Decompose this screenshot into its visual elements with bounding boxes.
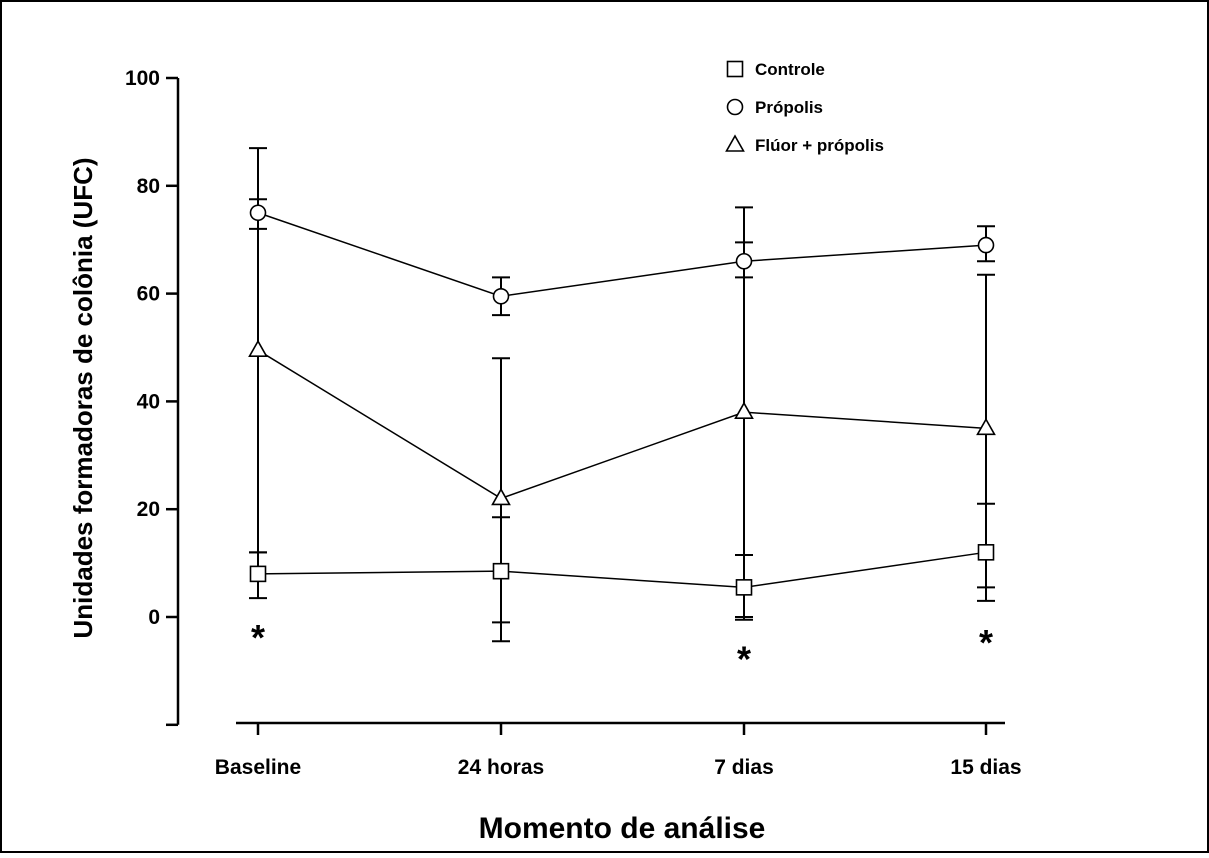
data-point-circle: [977, 236, 995, 254]
significance-asterisk: *: [979, 622, 993, 663]
legend-label: Própolis: [755, 98, 823, 117]
data-point-triangle: [976, 417, 996, 436]
data-point-square: [492, 562, 510, 580]
y-tick-label: 100: [125, 67, 160, 90]
legend-label: Controle: [755, 60, 825, 79]
series-markers: [248, 204, 996, 596]
y-tick-label: 0: [148, 606, 160, 629]
data-point-square: [735, 579, 753, 596]
significance-asterisk: *: [737, 638, 751, 679]
significance-asterisk: *: [251, 617, 265, 658]
y-tick-label: 60: [137, 283, 160, 306]
x-tick-label: 15 dias: [950, 756, 1021, 779]
x-axis: Baseline 24 horas 7 dias 15 dias: [215, 721, 1022, 779]
y-tick-label: 40: [137, 390, 160, 413]
legend-marker-circle: [726, 98, 744, 116]
data-point-square: [977, 544, 995, 561]
y-axis: 0 20 40 60 80 100: [125, 67, 180, 727]
data-point-triangle: [734, 401, 754, 419]
y-tick-label: 80: [137, 175, 160, 198]
x-tick-label: Baseline: [215, 756, 301, 779]
series-line-triangle: [257, 349, 987, 500]
series-lines: [257, 212, 987, 589]
x-tick-label: 7 dias: [714, 756, 774, 779]
data-point-triangle: [491, 487, 511, 506]
legend-label: Flúor + própolis: [755, 136, 884, 155]
data-point-triangle: [248, 339, 268, 357]
data-point-square: [249, 565, 267, 583]
data-point-circle: [735, 252, 753, 270]
data-point-circle: [249, 204, 267, 222]
y-axis-label: Unidades formadoras de colônia (UFC): [68, 157, 98, 638]
series-line-circle: [257, 212, 987, 298]
legend-marker-triangle: [725, 134, 745, 152]
x-axis-label: Momento de análise: [479, 812, 766, 845]
legend-marker-square: [726, 60, 744, 78]
data-point-circle: [492, 287, 510, 305]
series-line-square: [257, 551, 987, 589]
x-tick-label: 24 horas: [458, 756, 544, 779]
significance-annotations: * * *: [251, 617, 993, 680]
y-tick-label: 20: [137, 498, 160, 521]
legend: Controle Própolis Flúor + própolis: [725, 60, 884, 155]
